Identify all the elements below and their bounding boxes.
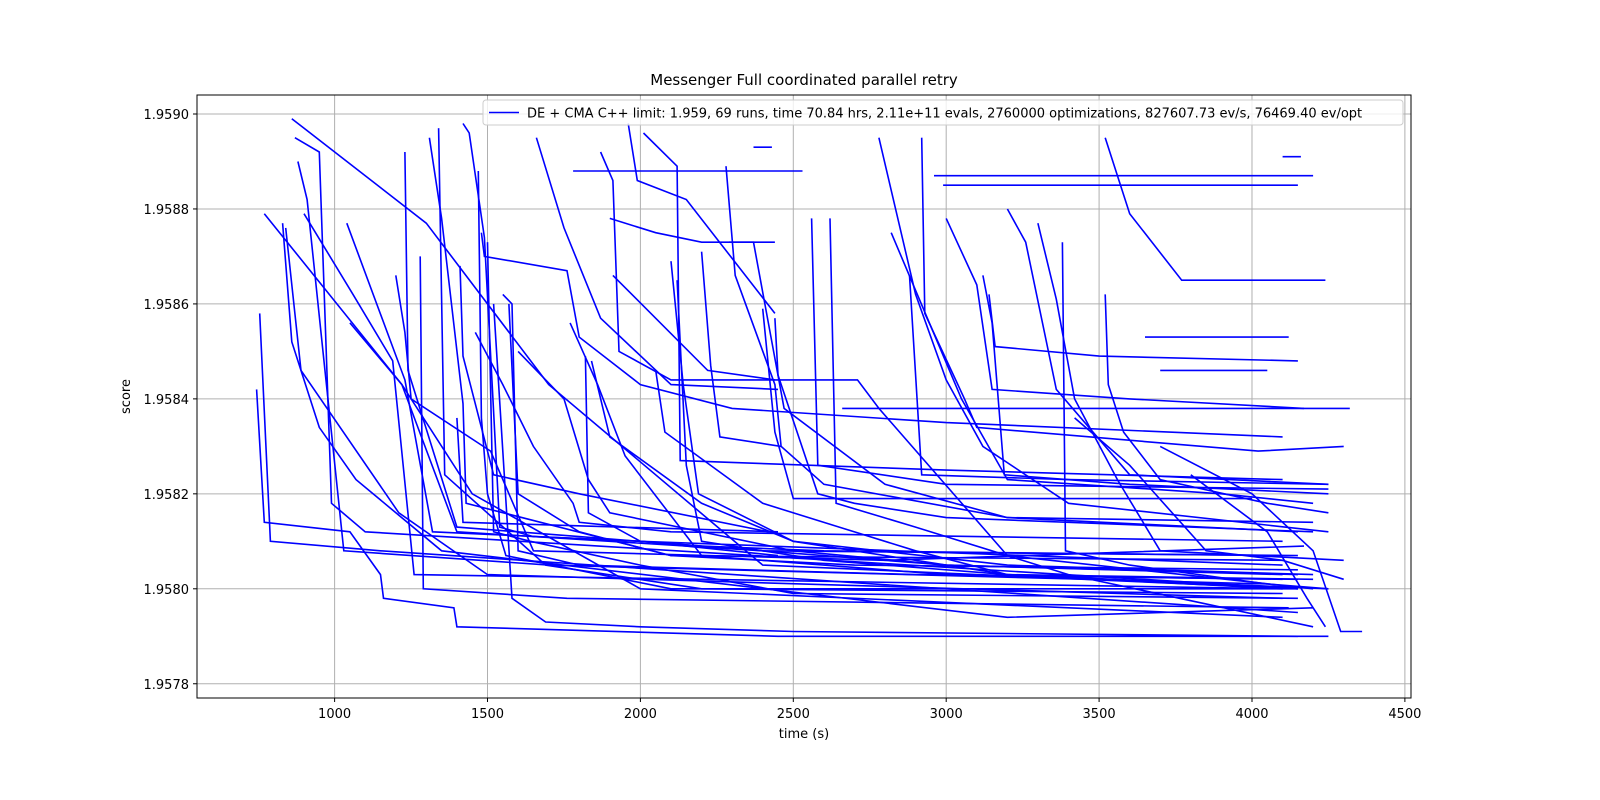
run-line xyxy=(676,280,1314,581)
run-line xyxy=(1037,223,1344,562)
run-line xyxy=(346,222,1283,566)
x-tick-label: 3500 xyxy=(1083,707,1116,722)
run-line xyxy=(437,128,1283,595)
run-line xyxy=(590,360,1314,576)
run-line xyxy=(477,170,1298,590)
x-tick-label: 1000 xyxy=(318,707,351,722)
run-line xyxy=(1159,445,1363,633)
x-tick-label: 1500 xyxy=(471,707,504,722)
run-line xyxy=(761,308,1252,500)
run-line xyxy=(456,417,779,533)
plot-frame xyxy=(196,94,1412,699)
run-line xyxy=(612,274,776,381)
run-line xyxy=(291,118,1298,590)
run-line xyxy=(480,232,1283,438)
run-line xyxy=(404,151,1283,557)
run-line xyxy=(303,213,1283,590)
run-line xyxy=(284,227,1283,600)
run-line xyxy=(535,137,779,391)
run-line xyxy=(878,137,1329,533)
run-line xyxy=(1104,137,1326,281)
run-line xyxy=(945,218,1305,410)
run-line xyxy=(725,166,1314,524)
legend: DE + CMA C++ limit: 1.959, 69 runs, time… xyxy=(482,99,1404,126)
run-line xyxy=(263,213,1283,619)
run-line xyxy=(584,356,1298,576)
run-line xyxy=(419,256,1289,609)
run-line xyxy=(810,218,1329,490)
x-axis-title: time (s) xyxy=(779,727,829,742)
run-line xyxy=(1190,474,1327,628)
run-line xyxy=(294,137,1298,590)
y-tick-label: 1.9588 xyxy=(144,203,190,218)
run-line xyxy=(609,217,1298,533)
run-line xyxy=(281,223,1314,619)
ticks: 1000 1500 2000 2500 3000 3500 4000 4500 1.9578 1.… xyxy=(144,108,1422,722)
y-tick-label: 1.9580 xyxy=(144,583,190,598)
run-line xyxy=(459,265,769,533)
x-tick-label: 3000 xyxy=(930,707,963,722)
chart-title: Messenger Full coordinated parallel retr… xyxy=(650,71,958,89)
run-line xyxy=(700,251,782,448)
run-line xyxy=(988,294,1298,362)
run-line xyxy=(255,389,1329,638)
y-tick-label: 1.9584 xyxy=(144,393,190,408)
y-tick-label: 1.9578 xyxy=(144,678,190,693)
y-tick-label: 1.9582 xyxy=(144,488,190,503)
y-tick-label: 1.9590 xyxy=(144,108,190,123)
legend-label: DE + CMA C++ limit: 1.959, 69 runs, time… xyxy=(527,107,1362,122)
run-line xyxy=(627,123,776,314)
run-line xyxy=(508,303,1298,571)
x-tick-label: 4000 xyxy=(1235,707,1268,722)
run-line xyxy=(1061,242,1329,590)
x-tick-label: 2500 xyxy=(777,707,810,722)
y-tick-label: 1.9586 xyxy=(144,298,190,313)
y-axis-title: score xyxy=(119,379,134,414)
run-line xyxy=(642,132,1283,481)
run-line xyxy=(599,151,1314,590)
run-line xyxy=(829,218,1314,628)
run-line xyxy=(486,242,1298,600)
run-line xyxy=(569,322,1283,581)
x-tick-label: 2000 xyxy=(624,707,657,722)
run-line xyxy=(1074,417,1344,581)
run-line xyxy=(474,332,1283,543)
run-line xyxy=(1104,294,1329,514)
run-line xyxy=(908,275,1329,486)
legend-box xyxy=(482,99,1404,126)
run-line xyxy=(492,303,1298,638)
series-layer xyxy=(255,118,1363,638)
run-line xyxy=(920,137,1344,452)
x-tick-label: 4500 xyxy=(1388,707,1421,722)
